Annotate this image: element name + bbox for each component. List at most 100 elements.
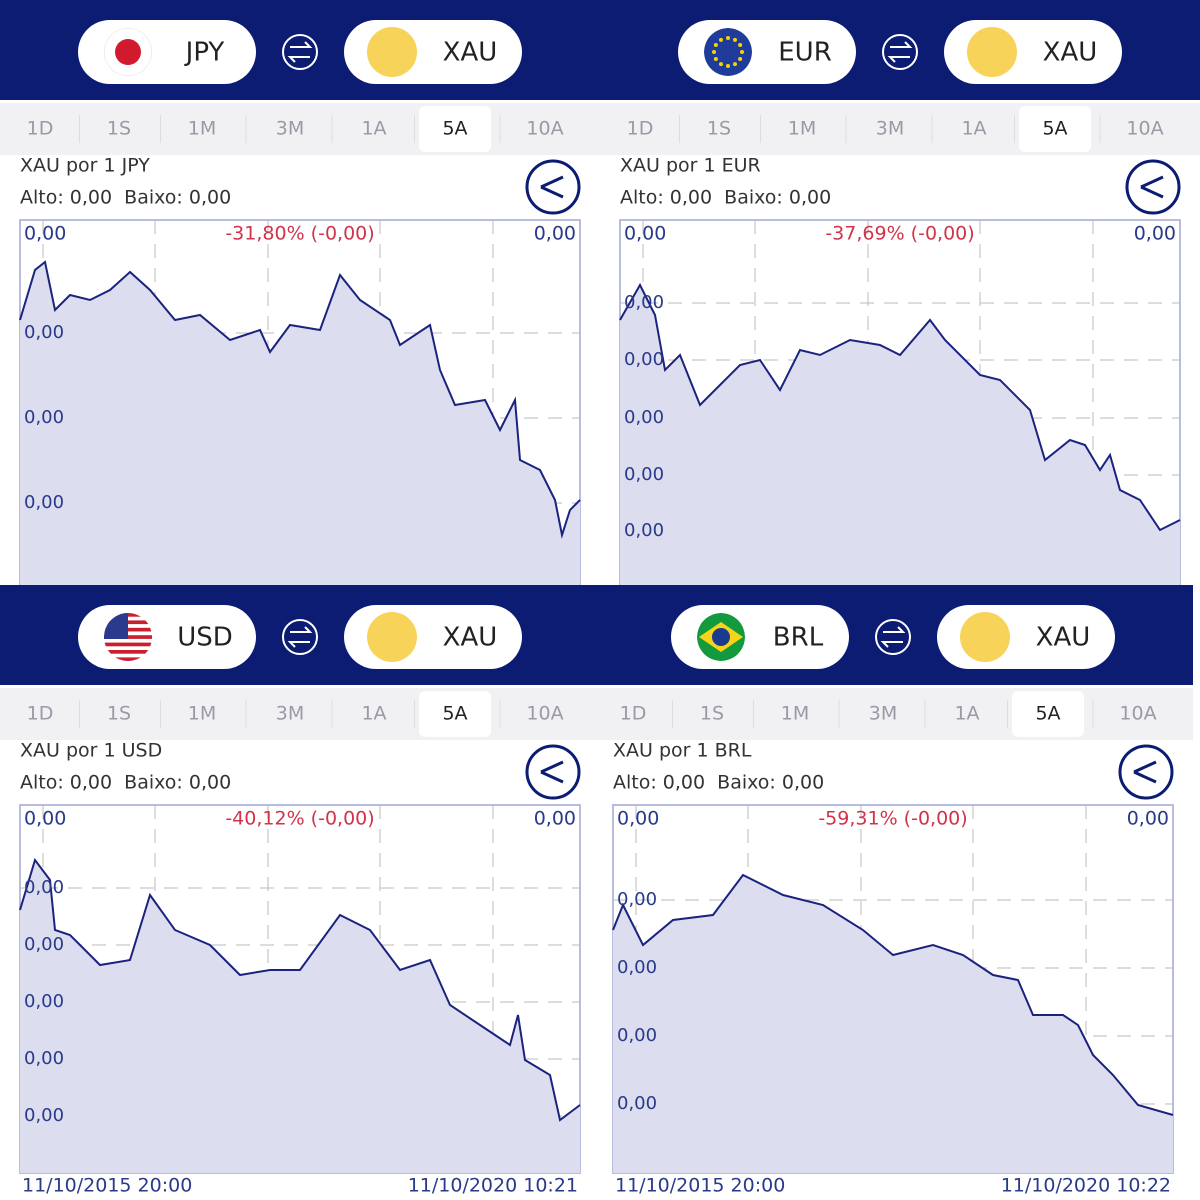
swap-button[interactable] <box>282 34 318 70</box>
tab-label[interactable]: 1S <box>707 118 731 140</box>
high-low: Alto: 0,00 Baixo: 0,00 <box>20 772 231 794</box>
gold-coin <box>367 27 417 77</box>
flag-star <box>726 64 730 68</box>
tab-label[interactable]: 1S <box>107 118 131 140</box>
flag-bg <box>704 28 752 76</box>
swap-button[interactable] <box>882 34 918 70</box>
tab-label[interactable]: 10A <box>1126 118 1163 140</box>
tab-label[interactable]: 10A <box>526 703 563 725</box>
tab-label[interactable]: 10A <box>526 118 563 140</box>
base-currency: BRL <box>773 623 824 653</box>
tab-label[interactable]: 1M <box>788 118 816 140</box>
flag-star <box>738 57 743 61</box>
price-line <box>619 282 1181 532</box>
flag-star <box>719 37 723 42</box>
share-icon <box>1140 175 1164 199</box>
tab-label[interactable]: 5A <box>442 118 467 140</box>
change-label: -31,80% (-0,00) <box>225 223 374 245</box>
y-axis-label: 0,00 <box>24 1105 64 1126</box>
share-button[interactable] <box>1118 744 1174 800</box>
tab-label[interactable]: 5A <box>1035 703 1060 725</box>
flag <box>704 28 752 76</box>
price-area <box>613 875 1173 1173</box>
swap-arrows <box>287 626 313 648</box>
base-currency: JPY <box>184 38 225 68</box>
share-icon <box>540 760 564 784</box>
share-button[interactable] <box>525 744 581 800</box>
share-circle <box>1125 159 1181 215</box>
swap-circle <box>875 619 911 655</box>
pair-title: XAU por 1 USD <box>20 740 162 762</box>
swap-arrows <box>287 41 313 63</box>
tab-selected[interactable] <box>419 691 491 737</box>
open-label: 0,00 <box>24 223 66 245</box>
flag-sun <box>115 39 141 65</box>
pair-title: XAU por 1 JPY <box>20 155 150 177</box>
tab-selected[interactable] <box>1019 106 1091 152</box>
share-button[interactable] <box>525 159 581 215</box>
tab-label[interactable]: 3M <box>276 118 304 140</box>
base-currency: EUR <box>778 38 832 68</box>
y-axis-label: 0,00 <box>624 464 664 485</box>
tab-label[interactable]: 1S <box>700 703 724 725</box>
quote-currency: XAU <box>1043 38 1098 68</box>
tab-selected[interactable] <box>419 106 491 152</box>
close-label: 0,00 <box>1134 223 1176 245</box>
pair-title: XAU por 1 EUR <box>620 155 761 177</box>
swap-button[interactable] <box>875 619 911 655</box>
price-line <box>612 873 1174 1116</box>
close-label: 0,00 <box>1127 808 1169 830</box>
tab-label[interactable]: 1D <box>620 703 647 725</box>
y-axis-label: 0,00 <box>24 407 64 428</box>
tab-label[interactable]: 1M <box>188 703 216 725</box>
tab-label[interactable]: 1D <box>627 118 654 140</box>
open-label: 0,00 <box>24 808 66 830</box>
high-low: Alto: 0,00 Baixo: 0,00 <box>613 772 824 794</box>
pair-title: XAU por 1 BRL <box>613 740 752 762</box>
flag-star <box>712 50 716 54</box>
swap-arrows <box>887 41 913 63</box>
tab-label[interactable]: 5A <box>1042 118 1067 140</box>
y-axis-label: 0,00 <box>24 934 64 955</box>
tab-label[interactable]: 3M <box>276 703 304 725</box>
tab-label[interactable]: 1A <box>954 703 979 725</box>
swap-button[interactable] <box>282 619 318 655</box>
y-axis-label: 0,00 <box>624 292 664 313</box>
flag-star <box>733 37 737 42</box>
tab-selected[interactable] <box>1012 691 1084 737</box>
tab-label[interactable]: 3M <box>876 118 904 140</box>
flag-star <box>738 43 743 47</box>
gold-coin <box>960 612 1010 662</box>
tab-label[interactable]: 10A <box>1119 703 1156 725</box>
tab-label[interactable]: 1A <box>361 118 386 140</box>
price-area <box>20 262 580 590</box>
start-date: 11/10/2015 20:00 <box>615 1175 785 1197</box>
y-axis-label: 0,00 <box>617 1093 657 1114</box>
price-line <box>19 260 581 539</box>
tab-label[interactable]: 1A <box>361 703 386 725</box>
flag-stripe <box>104 657 152 661</box>
tab-label[interactable]: 3M <box>869 703 897 725</box>
quote-currency: XAU <box>1036 623 1091 653</box>
tab-label[interactable]: 5A <box>442 703 467 725</box>
y-axis-label: 0,00 <box>24 877 64 898</box>
flag <box>104 613 152 661</box>
share-button[interactable] <box>1125 159 1181 215</box>
flag-star <box>713 57 718 61</box>
flag-stripe <box>104 642 152 647</box>
swap-circle <box>282 34 318 70</box>
tab-label[interactable]: 1D <box>27 703 54 725</box>
currency-panel: EUR XAU 1D 1S 1M 3M 1A 5A 10A XAU por 1 EUR Alto: … <box>600 0 1200 591</box>
tab-label[interactable]: 1M <box>781 703 809 725</box>
y-axis-label: 0,00 <box>624 520 664 541</box>
swap-circle <box>282 619 318 655</box>
tab-label[interactable]: 1A <box>961 118 986 140</box>
tab-label[interactable]: 1S <box>107 703 131 725</box>
currency-panel: JPY XAU 1D 1S 1M 3M 1A 5A 10A XAU por 1 JPY Alto: … <box>0 0 600 591</box>
tab-label[interactable]: 1D <box>27 118 54 140</box>
price-area <box>20 860 580 1173</box>
tab-label[interactable]: 1M <box>188 118 216 140</box>
y-axis-label: 0,00 <box>24 991 64 1012</box>
y-axis-label: 0,00 <box>624 349 664 370</box>
